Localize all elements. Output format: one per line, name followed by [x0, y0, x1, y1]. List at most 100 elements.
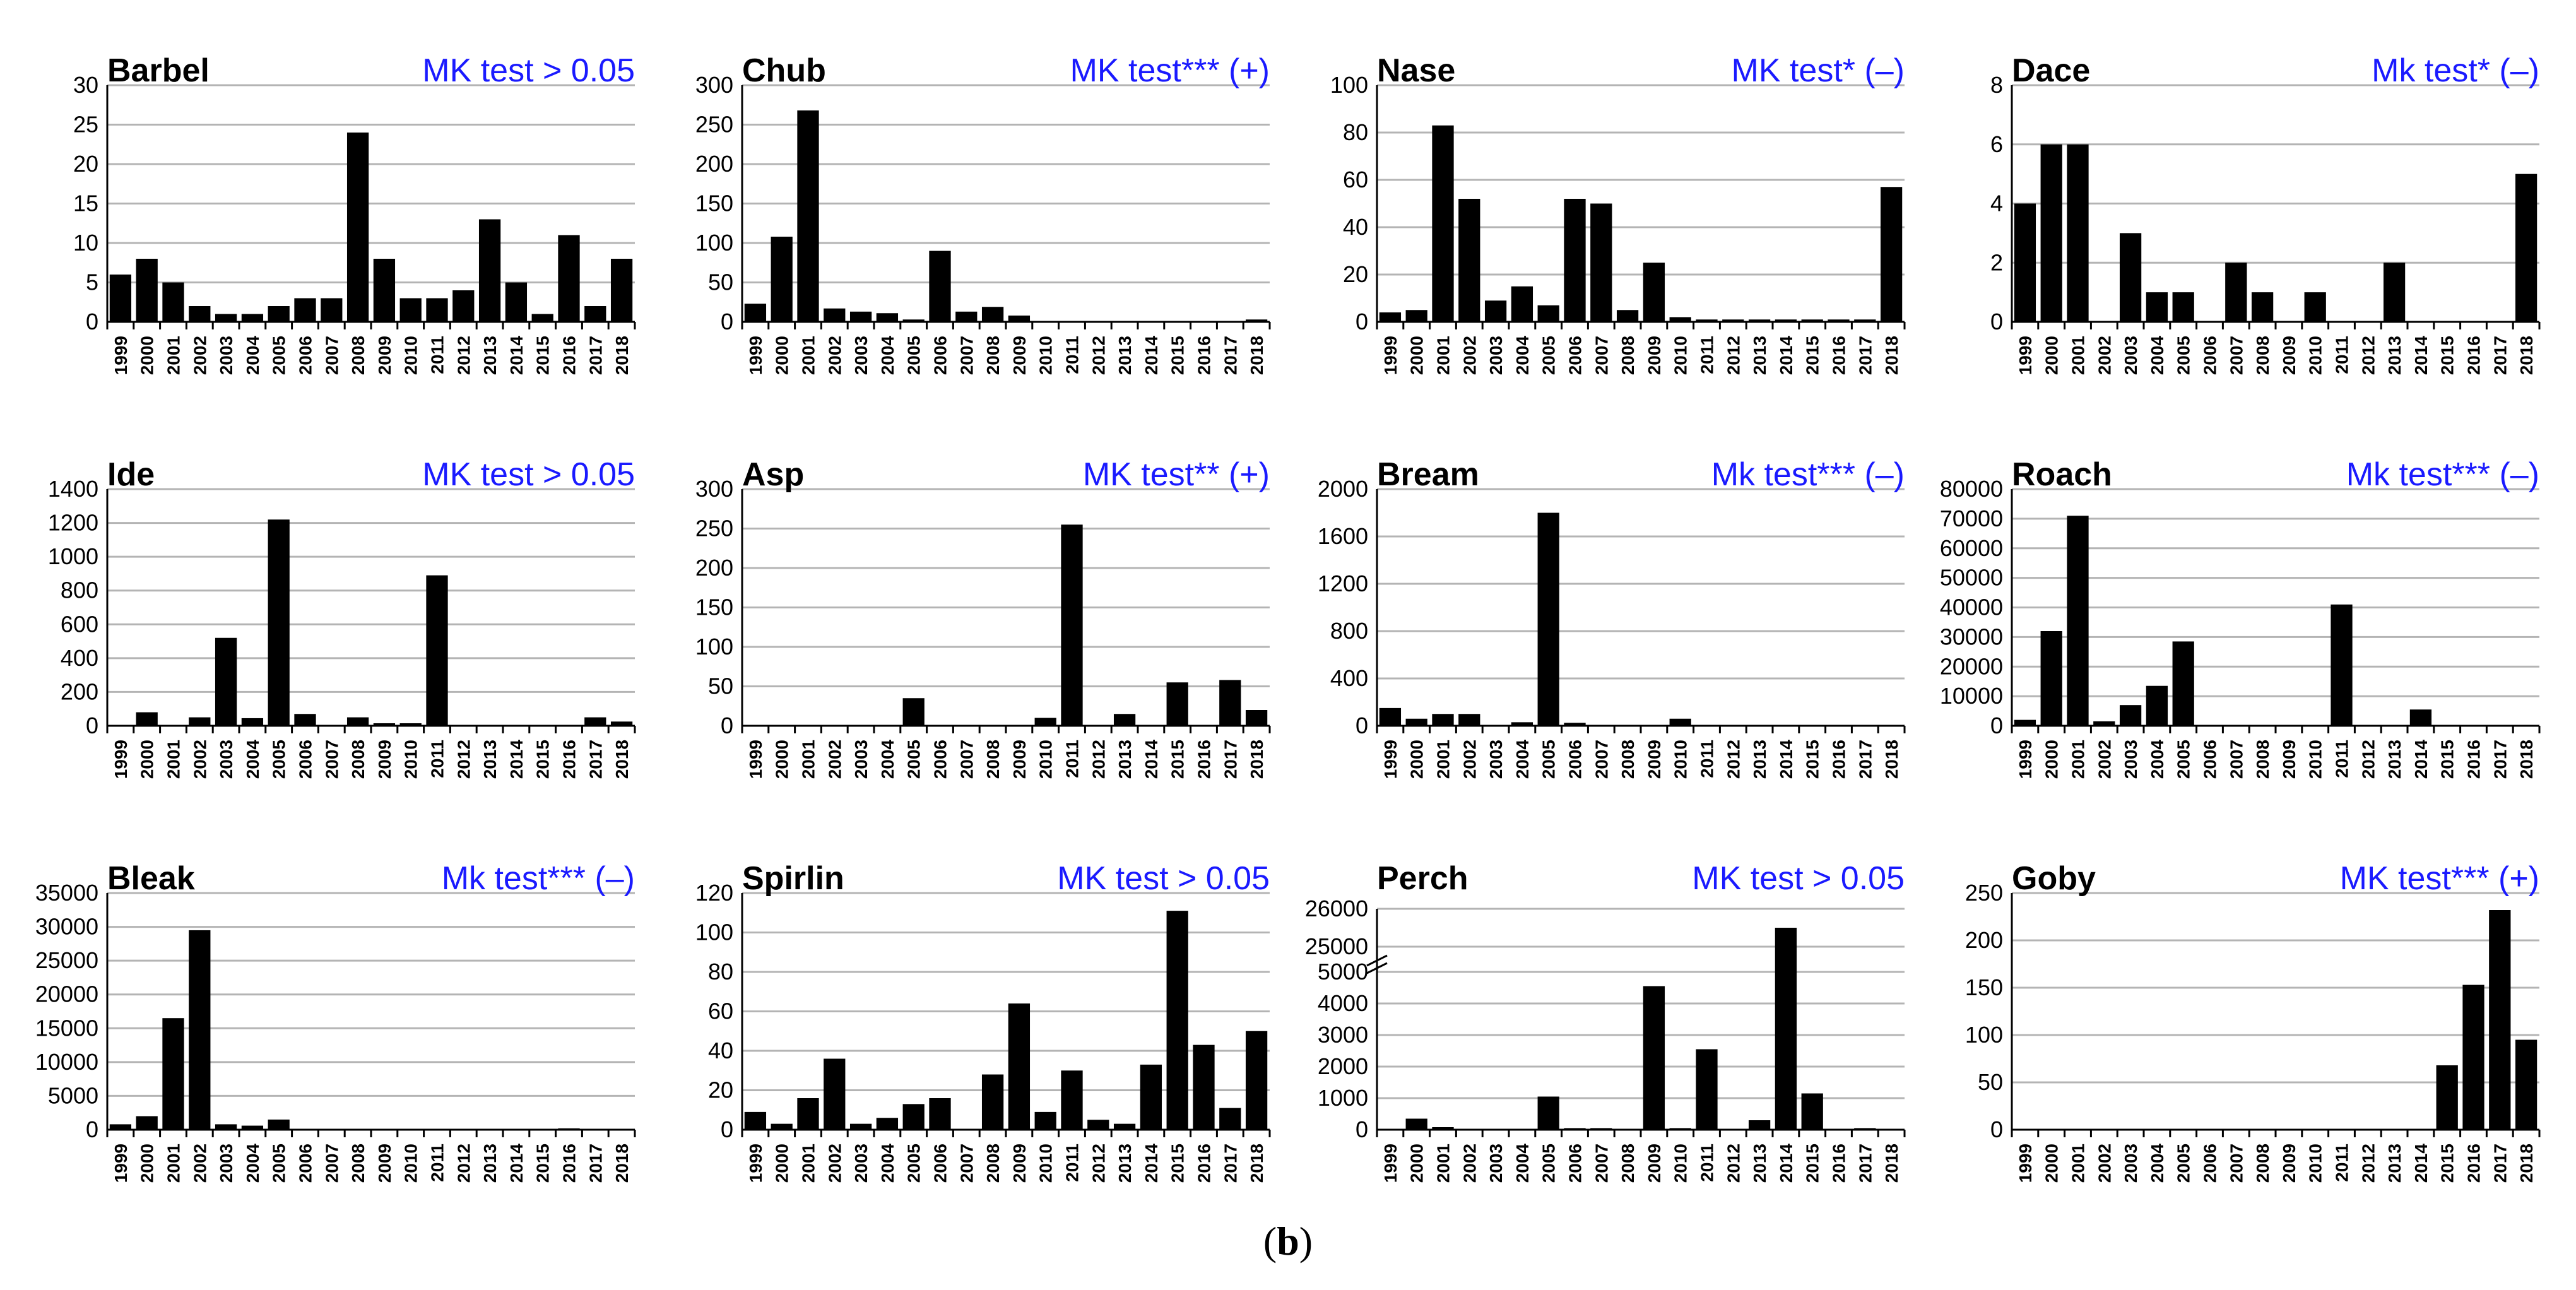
ytick-label: 4000 — [1318, 990, 1368, 1016]
mk-test-annotation-roach: Mk test*** (–) — [2346, 456, 2539, 493]
xtick-label: 2012 — [2358, 1144, 2378, 1183]
bar-barbel-2009 — [373, 259, 396, 322]
bar-nase-2018 — [1880, 187, 1903, 322]
bar-ide-2017 — [584, 717, 606, 726]
xtick-label: 2011 — [2332, 1144, 2352, 1182]
xtick-label: 2015 — [2438, 336, 2457, 375]
bar-asp-2015 — [1166, 682, 1188, 726]
xtick-label: 2015 — [2438, 740, 2457, 779]
xtick-label: 2006 — [931, 336, 950, 375]
ytick-label: 25000 — [35, 947, 98, 973]
bar-perch-2013 — [1748, 1120, 1771, 1130]
bar-barbel-2011 — [426, 298, 448, 322]
chart-svg-asp: 0 50 100 150 200 250 300 1999 2000 2001 2002 2003 20… — [695, 476, 1271, 779]
xtick-label: 2001 — [2069, 740, 2088, 779]
bar-barbel-2004 — [241, 314, 264, 322]
bar-asp-2010 — [1034, 718, 1056, 726]
xtick-label: 2018 — [2517, 740, 2536, 779]
xtick-label: 2011 — [2332, 740, 2352, 778]
xtick-label: 2000 — [1407, 740, 1427, 779]
chart-dace: 0 2 4 6 8 1999 2000 2001 2002 2003 2004 2005 2006 200… — [1930, 44, 2552, 435]
xtick-label: 2002 — [1460, 1144, 1479, 1183]
ytick-label: 100 — [1330, 72, 1368, 98]
bar-asp-2017 — [1219, 680, 1241, 726]
ytick-label: 300 — [695, 476, 733, 502]
xtick-label: 2001 — [164, 1144, 184, 1183]
ytick-label: 20 — [1343, 261, 1368, 287]
ytick-label: 80000 — [1940, 476, 2003, 502]
bar-chub-2006 — [929, 251, 951, 322]
xtick-label: 2018 — [1882, 336, 1901, 375]
xtick-label: 2005 — [904, 1144, 924, 1183]
xtick-label: 2008 — [2253, 1144, 2272, 1183]
ytick-label: 300 — [695, 72, 733, 98]
bar-asp-2013 — [1113, 714, 1136, 726]
xtick-label: 2002 — [1460, 336, 1479, 375]
xtick-label: 2010 — [2306, 1144, 2325, 1183]
xtick-label: 2002 — [1460, 740, 1479, 779]
xtick-label: 2008 — [983, 336, 1003, 375]
xtick-label: 2014 — [507, 1144, 526, 1183]
xtick-label: 2004 — [878, 1144, 897, 1183]
bar-ide-2010 — [399, 723, 422, 726]
ytick-label: 20000 — [35, 981, 98, 1007]
bar-ide-2011 — [426, 575, 448, 726]
xtick-label: 1999 — [111, 740, 131, 779]
bar-nase-2009 — [1643, 263, 1665, 322]
xtick-label: 2003 — [851, 1144, 871, 1183]
bar-nase-2015 — [1801, 319, 1823, 322]
xtick-label: 2011 — [1698, 740, 1717, 778]
ytick-label: 8 — [1990, 72, 2003, 98]
xtick-label: 2009 — [1645, 740, 1664, 779]
ytick-label: 200 — [695, 151, 733, 177]
ytick-label: 5000 — [1318, 959, 1368, 985]
ytick-label: 100 — [695, 634, 733, 660]
xtick-label: 2009 — [1645, 336, 1664, 375]
xtick-label: 2013 — [2385, 1144, 2404, 1183]
bar-chub-1999 — [744, 304, 767, 322]
xtick-label: 2001 — [164, 336, 184, 375]
bar-ide-2000 — [136, 712, 158, 726]
ytick-label: 120 — [695, 880, 733, 906]
xtick-label: 2000 — [772, 1144, 792, 1183]
bar-bleak-2001 — [162, 1018, 184, 1130]
xtick-label: 2009 — [375, 336, 394, 375]
bar-bream-2001 — [1432, 714, 1454, 726]
ytick-label: 60 — [1343, 167, 1368, 192]
ytick-label: 200 — [695, 555, 733, 581]
bar-goby-2015 — [2436, 1065, 2458, 1130]
xtick-label: 2007 — [957, 740, 976, 779]
bar-bleak-2002 — [189, 930, 211, 1130]
chart-svg-nase: 0 20 40 60 80 100 1999 2000 2001 2002 2003 2004 2005… — [1330, 72, 1906, 375]
bar-bleak-2005 — [268, 1119, 290, 1130]
xtick-label: 2011 — [1063, 336, 1082, 374]
xtick-label: 2015 — [1803, 1144, 1823, 1183]
xtick-label: 2001 — [1434, 740, 1453, 779]
mk-test-annotation-nase: MK test* (–) — [1731, 52, 1905, 89]
xtick-label: 2005 — [904, 336, 924, 375]
bar-spirlin-2003 — [849, 1123, 872, 1130]
xtick-label: 2010 — [401, 1144, 421, 1183]
ytick-label: 20 — [73, 151, 98, 177]
xtick-label: 2018 — [612, 1144, 632, 1183]
ytick-label: 150 — [695, 595, 733, 620]
xtick-label: 2011 — [1698, 336, 1717, 374]
ytick-label: 0 — [721, 309, 733, 334]
chart-title-roach: Roach — [2012, 456, 2112, 493]
xtick-label: 2011 — [428, 336, 447, 374]
xtick-label: 2009 — [1010, 336, 1029, 375]
bar-roach-2000 — [2040, 631, 2062, 726]
ytick-label: 200 — [61, 678, 98, 704]
xtick-label: 2013 — [1115, 336, 1135, 375]
xtick-label: 2005 — [1539, 740, 1559, 779]
xtick-label: 2006 — [931, 1144, 950, 1183]
bar-chub-2018 — [1245, 319, 1268, 322]
chart-title-barbel: Barbel — [107, 52, 210, 89]
chart-svg-ide: 0 200 400 600 800 1000 1200 1400 1999 2000 2001 200… — [48, 476, 636, 779]
bar-ide-2002 — [189, 717, 211, 726]
xtick-label: 2009 — [1010, 1144, 1029, 1183]
xtick-label: 2011 — [428, 740, 447, 778]
ytick-label: 50 — [1978, 1069, 2003, 1095]
bar-spirlin-2006 — [929, 1098, 951, 1130]
bar-barbel-2017 — [584, 306, 606, 322]
